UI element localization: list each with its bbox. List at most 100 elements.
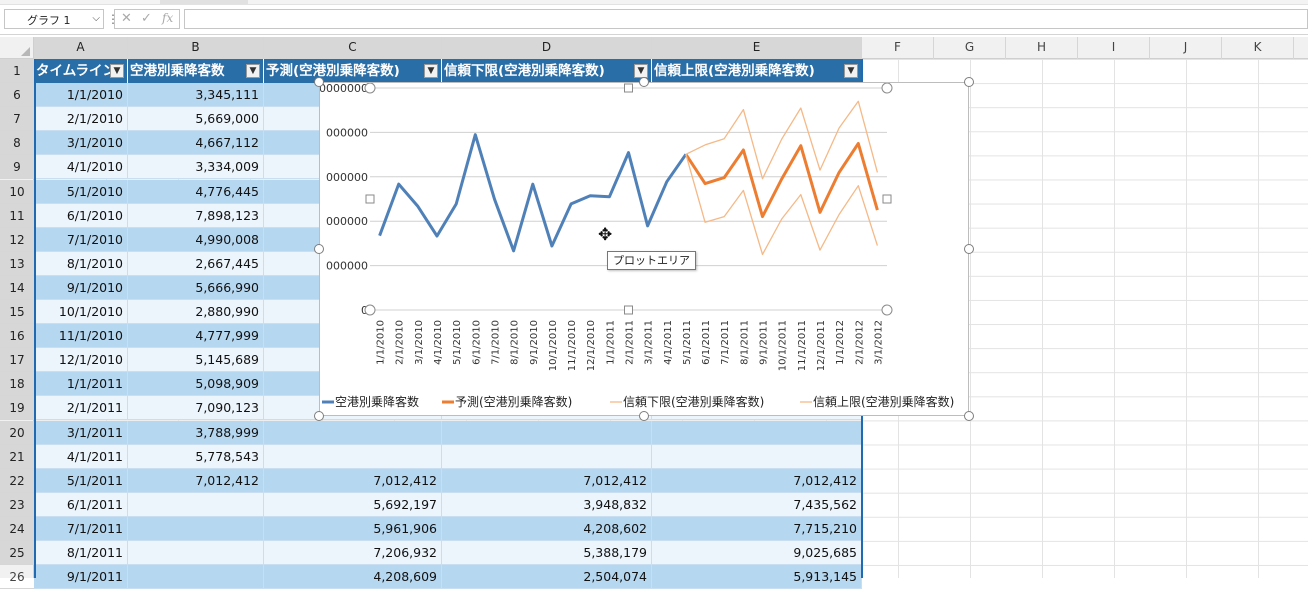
enter-icon[interactable]: ✓ <box>141 11 152 26</box>
table-header-cell[interactable]: 信頼下限(空港別乗降客数) ▼ <box>442 59 652 83</box>
table-cell[interactable] <box>442 420 652 445</box>
table-cell[interactable]: 2/1/2010 <box>34 107 128 132</box>
table-cell[interactable]: 3/1/2010 <box>34 131 128 156</box>
table-cell[interactable]: 5/1/2011 <box>34 468 128 493</box>
row-header-20[interactable]: 20 <box>0 420 34 445</box>
chart-resize-handle[interactable] <box>964 244 974 254</box>
table-cell[interactable]: 6/1/2010 <box>34 203 128 228</box>
formula-bar-grip-icon[interactable]: ⋮ <box>107 12 119 26</box>
chevron-down-icon[interactable]: ⌵ <box>92 13 100 24</box>
table-cell[interactable]: 5,961,906 <box>264 516 442 541</box>
table-cell[interactable]: 3,334,009 <box>128 155 264 180</box>
forecast-chart[interactable]: 0000000 000000 000000 000000 000000 0 1/1/2010… <box>319 82 969 416</box>
table-cell[interactable]: 7,715,210 <box>652 516 862 541</box>
table-cell[interactable]: 7,012,412 <box>264 468 442 493</box>
table-cell[interactable] <box>128 516 264 541</box>
table-cell[interactable]: 5,145,689 <box>128 348 264 373</box>
table-cell[interactable]: 3,788,999 <box>128 420 264 445</box>
row-header-1[interactable]: 1 <box>0 59 34 84</box>
row-header-6[interactable]: 6 <box>0 83 34 108</box>
table-cell[interactable]: 9/1/2010 <box>34 275 128 300</box>
table-cell[interactable]: 4,990,008 <box>128 227 264 252</box>
table-cell[interactable]: 12/1/2010 <box>34 348 128 373</box>
column-header-e[interactable]: E <box>652 37 862 59</box>
table-cell[interactable]: 3,345,111 <box>128 83 264 108</box>
filter-dropdown-icon[interactable]: ▼ <box>246 64 260 78</box>
row-header-19[interactable]: 19 <box>0 396 34 421</box>
table-cell[interactable]: 7,435,562 <box>652 492 862 517</box>
row-header-16[interactable]: 16 <box>0 324 34 349</box>
table-cell[interactable]: 9/1/2011 <box>34 565 128 589</box>
table-cell[interactable]: 4,208,609 <box>264 565 442 589</box>
table-cell[interactable]: 8/1/2011 <box>34 541 128 566</box>
chart-resize-handle[interactable] <box>314 77 324 87</box>
table-cell[interactable]: 5,692,197 <box>264 492 442 517</box>
column-header-h[interactable]: H <box>1006 37 1078 59</box>
chart-resize-handle[interactable] <box>639 77 649 87</box>
column-header-c[interactable]: C <box>264 37 442 59</box>
table-cell[interactable]: 1/1/2011 <box>34 372 128 397</box>
name-box[interactable]: グラフ 1 ⌵ <box>4 9 104 29</box>
table-cell[interactable]: 10/1/2010 <box>34 300 128 325</box>
table-header-cell[interactable]: タイムライン ▼ <box>34 59 128 83</box>
table-cell[interactable] <box>264 444 442 469</box>
column-header-d[interactable]: D <box>442 37 652 59</box>
insert-function-icon[interactable]: fx <box>162 11 174 25</box>
column-header-k[interactable]: K <box>1222 37 1294 59</box>
cancel-icon[interactable]: ✕ <box>121 11 132 26</box>
column-header-f[interactable]: F <box>862 37 934 59</box>
table-cell[interactable] <box>128 565 264 589</box>
table-cell[interactable]: 7/1/2010 <box>34 227 128 252</box>
table-cell[interactable]: 2,667,445 <box>128 251 264 276</box>
filter-dropdown-icon[interactable]: ▼ <box>634 64 648 78</box>
table-cell[interactable]: 4/1/2011 <box>34 444 128 469</box>
column-header-g[interactable]: G <box>934 37 1006 59</box>
table-cell[interactable]: 6/1/2011 <box>34 492 128 517</box>
table-cell[interactable]: 2/1/2011 <box>34 396 128 421</box>
row-header-10[interactable]: 10 <box>0 179 34 204</box>
column-header-i[interactable]: I <box>1078 37 1150 59</box>
chart-resize-handle[interactable] <box>639 411 649 421</box>
row-header-9[interactable]: 9 <box>0 155 34 180</box>
chart-resize-handle[interactable] <box>964 411 974 421</box>
table-cell[interactable]: 8/1/2010 <box>34 251 128 276</box>
row-header-13[interactable]: 13 <box>0 251 34 276</box>
table-cell[interactable]: 5,388,179 <box>442 541 652 566</box>
table-cell[interactable]: 7,012,412 <box>128 468 264 493</box>
table-cell[interactable]: 4,667,112 <box>128 131 264 156</box>
row-header-23[interactable]: 23 <box>0 492 34 517</box>
table-cell[interactable]: 1/1/2010 <box>34 83 128 108</box>
table-cell[interactable]: 5,778,543 <box>128 444 264 469</box>
filter-dropdown-icon[interactable]: ▼ <box>844 64 858 78</box>
table-cell[interactable]: 5/1/2010 <box>34 179 128 204</box>
table-header-cell[interactable]: 空港別乗降客数 ▼ <box>128 59 264 83</box>
table-cell[interactable]: 7/1/2011 <box>34 516 128 541</box>
chart-resize-handle[interactable] <box>964 77 974 87</box>
table-cell[interactable] <box>652 444 862 469</box>
table-cell[interactable]: 5,098,909 <box>128 372 264 397</box>
row-header-21[interactable]: 21 <box>0 444 34 469</box>
table-cell[interactable]: 11/1/2010 <box>34 324 128 349</box>
row-header-26[interactable]: 26 <box>0 565 34 589</box>
table-cell[interactable]: 4,776,445 <box>128 179 264 204</box>
table-cell[interactable]: 7,090,123 <box>128 396 264 421</box>
filter-sort-icon[interactable]: ▼ <box>110 64 124 78</box>
table-cell[interactable] <box>128 541 264 566</box>
table-cell[interactable] <box>264 420 442 445</box>
row-header-22[interactable]: 22 <box>0 468 34 493</box>
row-header-17[interactable]: 17 <box>0 348 34 373</box>
table-cell[interactable] <box>442 444 652 469</box>
table-header-cell[interactable]: 信頼上限(空港別乗降客数) ▼ <box>652 59 862 83</box>
chart-resize-handle[interactable] <box>314 411 324 421</box>
column-header-j[interactable]: J <box>1150 37 1222 59</box>
chart-resize-handle[interactable] <box>314 244 324 254</box>
column-header-a[interactable]: A <box>34 37 128 59</box>
row-header-11[interactable]: 11 <box>0 203 34 228</box>
row-header-14[interactable]: 14 <box>0 275 34 300</box>
row-header-12[interactable]: 12 <box>0 227 34 252</box>
table-cell[interactable]: 2,504,074 <box>442 565 652 589</box>
table-header-cell[interactable]: 予測(空港別乗降客数) ▼ <box>264 59 442 83</box>
row-header-7[interactable]: 7 <box>0 107 34 132</box>
table-cell[interactable]: 7,898,123 <box>128 203 264 228</box>
select-all-corner[interactable] <box>0 37 34 59</box>
